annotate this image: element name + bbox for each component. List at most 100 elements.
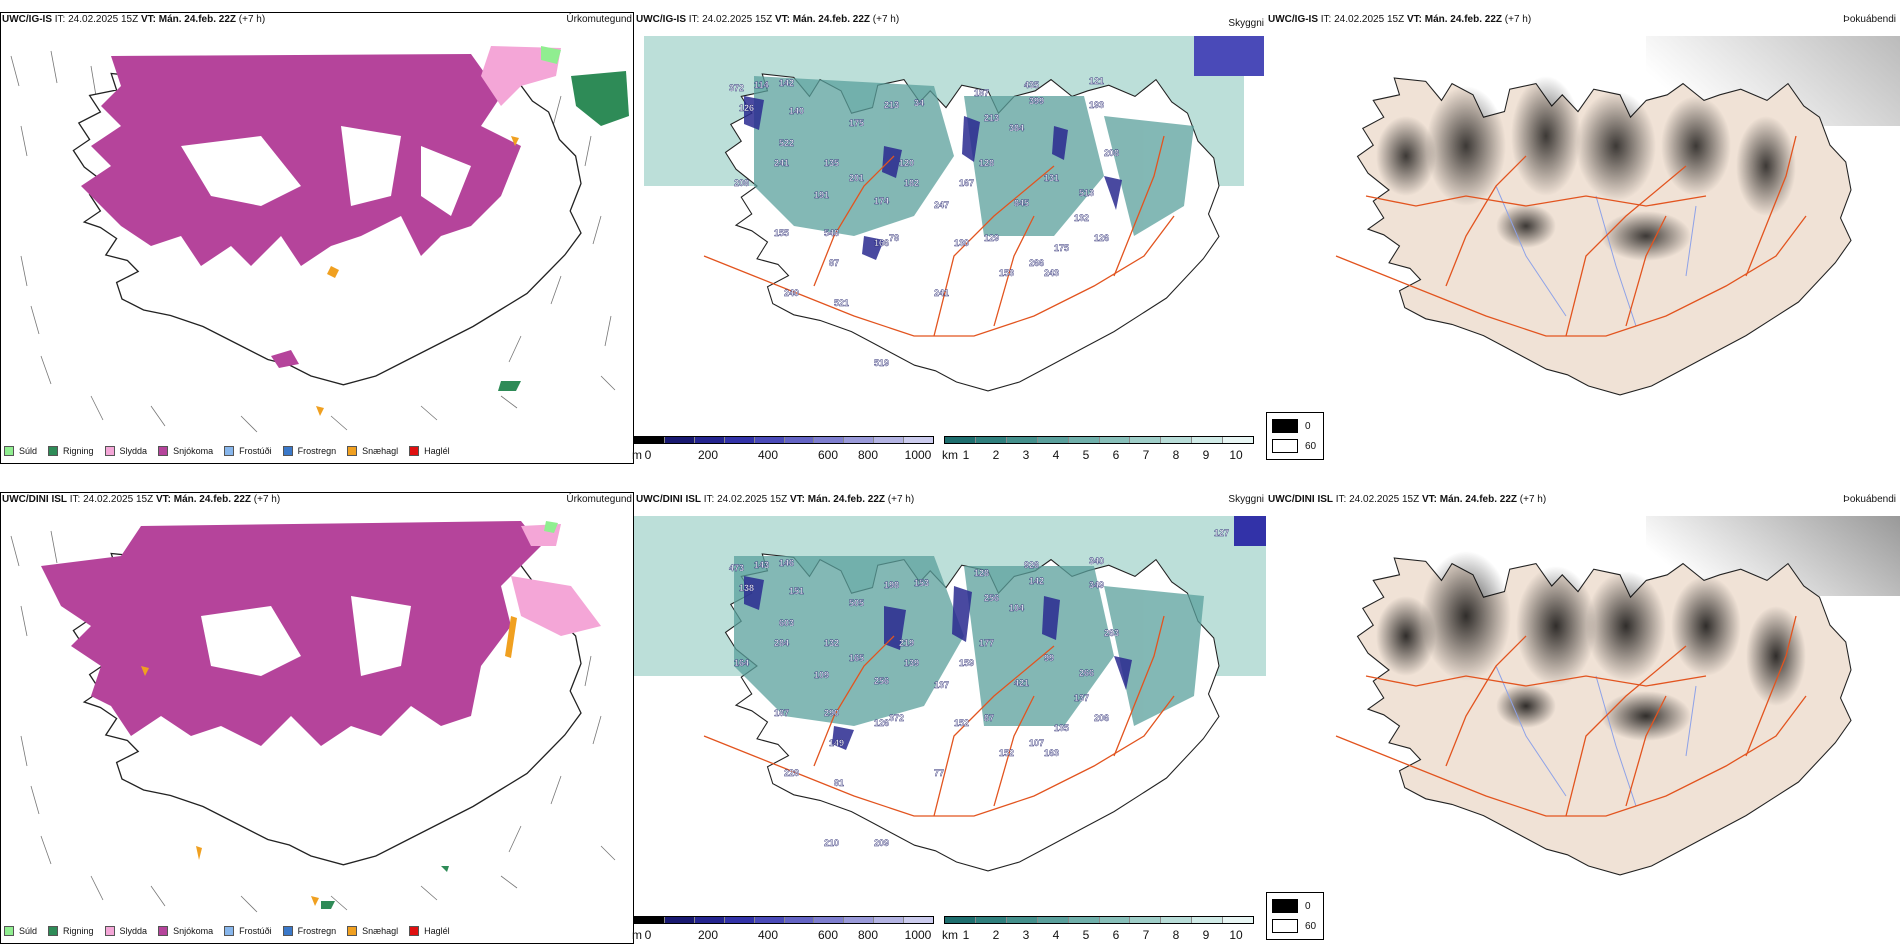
valid-time: Mán. 24.feb. 22Z [792, 14, 870, 25]
panel-title: Þokuábendi [1843, 494, 1896, 505]
peak-height-label: 81 [834, 778, 844, 788]
scale-tick: 10 [1229, 928, 1243, 942]
issue-time: 24.02.2025 15Z [83, 494, 154, 505]
fog-low-label: 60 [1305, 921, 1317, 932]
cloud-base-areas [744, 96, 1122, 260]
peak-height-label: 182 [904, 178, 919, 188]
lead-time: (+7 h) [872, 14, 900, 25]
valid-time: Mán. 24.feb. 22Z [158, 14, 236, 25]
scale-tick: 6 [1112, 448, 1120, 462]
roads [703, 615, 1175, 817]
legend-label: Frostregn [297, 926, 337, 936]
legend-item-suld: Súld [4, 446, 37, 456]
rain-swatch [48, 446, 59, 456]
scale-tick: 2 [992, 448, 1000, 462]
lead-time: (+7 h) [1519, 494, 1547, 505]
scale-unit: m [632, 448, 642, 462]
precip-legend: Súld Rigning Slydda Snjókoma Frostúði Fr… [4, 446, 461, 456]
peak-height-label: 193 [1089, 100, 1104, 110]
roads [1335, 615, 1807, 817]
peak-height-label: 114 [754, 80, 769, 90]
valid-time: Mán. 24.feb. 22Z [173, 494, 251, 505]
snow-areas [81, 54, 521, 368]
peak-height-label: 142 [779, 78, 794, 88]
peak-height-label: 340 [1089, 556, 1104, 566]
peak-height-label: 151 [789, 586, 804, 596]
panel-title: Þokuábendi [1843, 14, 1896, 25]
peak-height-label: 372 [889, 713, 904, 723]
graupel-swatch [347, 926, 358, 936]
scale-tick: 5 [1082, 928, 1090, 942]
peak-height-label: 135 [1054, 723, 1069, 733]
panel-title: Skyggni [1228, 494, 1264, 505]
valid-time: Mán. 24.feb. 22Z [807, 494, 885, 505]
peak-height-label: 142 [1029, 576, 1044, 586]
legend-item-slydda: Slydda [104, 446, 148, 456]
panel-title: Skyggni [1228, 18, 1264, 29]
peak-height-label: 421 [1014, 678, 1029, 688]
peak-height-label: 372 [729, 83, 744, 93]
valid-time: Mán. 24.feb. 22Z [1424, 14, 1502, 25]
scale-unit: km [942, 928, 958, 942]
cloud-panel-row2: UWC/DINI ISL IT: 24.02.2025 15Z VT: Mán.… [632, 492, 1266, 946]
panel-header: UWC/IG-IS IT: 24.02.2025 15Z VT: Mán. 24… [636, 14, 899, 25]
fog-legend: 0 60 [1266, 892, 1324, 940]
peak-height-label: 109 [814, 670, 829, 680]
peak-height-label: 146 [779, 558, 794, 568]
legend-item-snjokoma: Snjókoma [158, 926, 213, 936]
legend-item-rigning: Rigning [48, 926, 94, 936]
rivers [1495, 665, 1697, 807]
legend-item-frostudi: Frostúði [224, 926, 272, 936]
model-name: UWC/IG-IS [1268, 14, 1318, 25]
legend-label: Haglél [424, 446, 450, 456]
it-label: IT: [54, 14, 66, 25]
legend-item-snaehagl: Snæhagl [347, 926, 398, 936]
peak-height-label: 522 [779, 138, 794, 148]
precip-map [10, 521, 616, 913]
wind-barbs [10, 50, 616, 433]
visibility-scale: km 1 2 3 4 5 6 7 8 9 10 [942, 916, 1254, 946]
peak-height-label: 174 [874, 196, 889, 206]
scale-tick: 8 [1172, 448, 1180, 462]
legend-item-frostregn: Frostregn [282, 926, 337, 936]
peak-height-label: 159 [959, 658, 974, 668]
peak-height-label: 209 [874, 838, 889, 848]
peak-height-label: 187 [974, 88, 989, 98]
peak-height-label: 548 [824, 228, 839, 238]
freezing-drizzle-swatch [224, 446, 235, 456]
peak-height-label: 256 [874, 676, 889, 686]
legend-label: Frostregn [297, 446, 337, 456]
peak-height-label: 126 [1094, 233, 1109, 243]
legend-label: Slydda [119, 446, 148, 456]
legend-item-snjokoma: Snjókoma [158, 446, 213, 456]
peak-height-label: 120 [899, 158, 914, 168]
peak-height-label: 187 [774, 708, 789, 718]
peak-height-label: 121 [1089, 76, 1104, 86]
cloud-base-scale: m 0 200 400 600 800 1000 [632, 436, 934, 466]
scale-tick: 0 [644, 928, 652, 942]
peak-height-label: 191 [814, 190, 829, 200]
fog-legend: 0 60 [1266, 412, 1324, 460]
vt-label: VT: [774, 14, 790, 25]
legend-label: Rigning [63, 446, 94, 456]
issue-time: 24.02.2025 15Z [68, 14, 139, 25]
sleet-swatch [104, 926, 115, 936]
legend-item-rigning: Rigning [48, 446, 94, 456]
peak-height-label: 128 [979, 158, 994, 168]
scale-tick: 6 [1112, 928, 1120, 942]
peak-height-label: 241 [934, 288, 949, 298]
peak-height-label: 135 [824, 158, 839, 168]
peak-height-label: 127 [1214, 528, 1229, 538]
scale-tick: 600 [817, 928, 839, 942]
freezing-rain-swatch [282, 926, 293, 936]
scale-tick: 800 [857, 448, 879, 462]
snow-swatch [158, 446, 169, 456]
fog-shading [1376, 551, 1806, 741]
scale-tick: 400 [757, 928, 779, 942]
rain-swatch [48, 926, 59, 936]
peak-height-label: 175 [849, 118, 864, 128]
peak-height-label: 126 [739, 103, 754, 113]
legend-item-snaehagl: Snæhagl [347, 446, 398, 456]
freezing-rain-swatch [282, 446, 293, 456]
peak-height-label: 128 [974, 568, 989, 578]
